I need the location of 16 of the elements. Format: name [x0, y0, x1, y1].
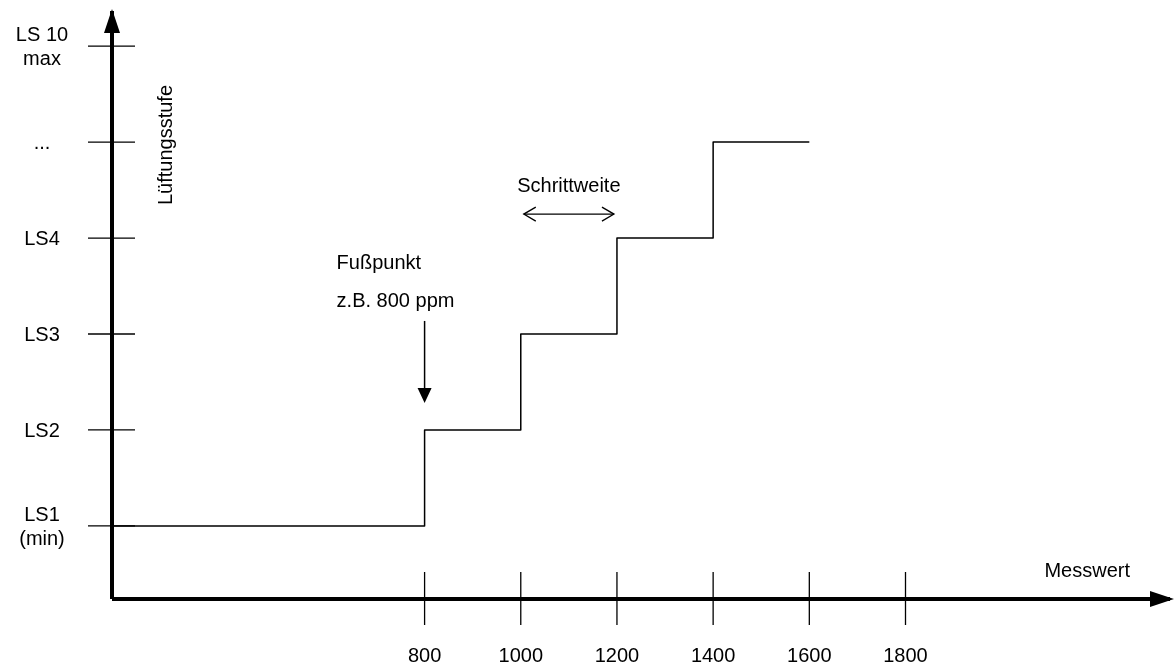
- x-tick-label: 1400: [690, 644, 736, 666]
- text: LS2: [24, 418, 60, 441]
- x-tick-label: 800: [407, 644, 442, 666]
- x-tick-label: 1800: [883, 644, 928, 666]
- x-tick-label: 1000: [498, 644, 544, 666]
- text: LS3: [24, 323, 60, 346]
- text: LS4: [24, 227, 60, 250]
- text: ...: [33, 131, 51, 154]
- x-axis-title: Messwert: [1044, 559, 1131, 581]
- text: LS1 (min): [19, 502, 65, 549]
- x-tick-label: 1600: [787, 644, 832, 666]
- x-tick-label: 1200: [594, 644, 640, 666]
- annotation: Schrittweite: [517, 174, 621, 197]
- annotation: Fußpunkt z.B. 800 ppm: [336, 250, 455, 311]
- y-axis-title: Lüftungsstufe: [154, 84, 176, 206]
- text: LS 10 max: [15, 23, 69, 70]
